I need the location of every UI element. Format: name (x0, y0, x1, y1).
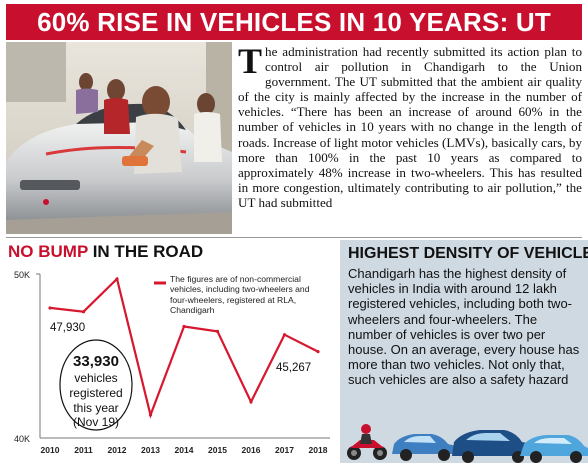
x-tick-label-2012: 2012 (108, 445, 127, 455)
x-tick-label-2015: 2015 (208, 445, 227, 455)
data-point-2011 (81, 310, 86, 314)
last-value-label: 45,267 (276, 362, 311, 374)
dropcap-letter: T (238, 41, 263, 81)
y-tick-label-50k: 50K (14, 270, 30, 280)
bubble-value: 33,930 (73, 353, 119, 370)
data-point-2014 (182, 324, 186, 329)
x-tick-label-2018: 2018 (309, 445, 328, 455)
bubble-line-1: vehicles (74, 371, 117, 385)
data-point-2016 (249, 400, 253, 404)
vehicles-illustration (347, 424, 588, 463)
car-blue-icon (392, 434, 456, 461)
data-point-2018 (316, 350, 320, 354)
bubble-line-4: (Nov 19) (73, 415, 119, 429)
chart-title: NO BUMP IN THE ROAD (8, 242, 203, 262)
x-tick-label-2011: 2011 (74, 445, 93, 455)
data-point-2017 (282, 333, 287, 337)
chart-title-black: IN THE ROAD (87, 242, 204, 261)
chart-plot: 50K 40K 2010 2011 2012 2013 2014 2015 2016 2017… (14, 270, 330, 455)
density-title: HIGHEST DENSITY OF VEHICLES (348, 245, 588, 262)
x-tick-label-2017: 2017 (275, 445, 294, 455)
x-tick-label-2013: 2013 (141, 445, 160, 455)
headline: 60% RISE IN VEHICLES IN 10 YEARS: UT (6, 4, 582, 40)
data-point-2015 (215, 329, 220, 333)
bubble-line-2: registered (69, 386, 122, 400)
vehicle-registration-chart: NO BUMP IN THE ROAD 50K 40K 2010 2011 2012… (0, 240, 336, 462)
data-point-2013 (148, 413, 153, 417)
bubble (59, 339, 133, 431)
bubble-line-3: this year (73, 401, 118, 415)
y-tick-label-40k: 40K (14, 434, 30, 444)
legend-text: The figures are of non-commercial vehicl… (170, 274, 310, 316)
x-tick-label-2010: 2010 (41, 445, 60, 455)
x-tick-label-2014: 2014 (175, 445, 194, 455)
motorbike-icon (347, 424, 387, 460)
car-light-blue-icon (520, 435, 588, 463)
first-value-label: 47,930 (50, 322, 85, 334)
data-point-2010 (48, 306, 52, 310)
car-navy-icon (452, 430, 532, 463)
intro-text: he administration had recently submitted… (238, 44, 582, 210)
data-point-2012 (115, 277, 119, 281)
density-panel: HIGHEST DENSITY OF VEHICLES Chandigarh h… (340, 240, 588, 463)
news-photo (6, 42, 232, 234)
x-tick-label-2016: 2016 (242, 445, 261, 455)
section-divider (6, 237, 582, 238)
chart-title-red: NO BUMP (8, 242, 88, 261)
density-text: Chandigarh has the highest density of ve… (348, 266, 580, 388)
